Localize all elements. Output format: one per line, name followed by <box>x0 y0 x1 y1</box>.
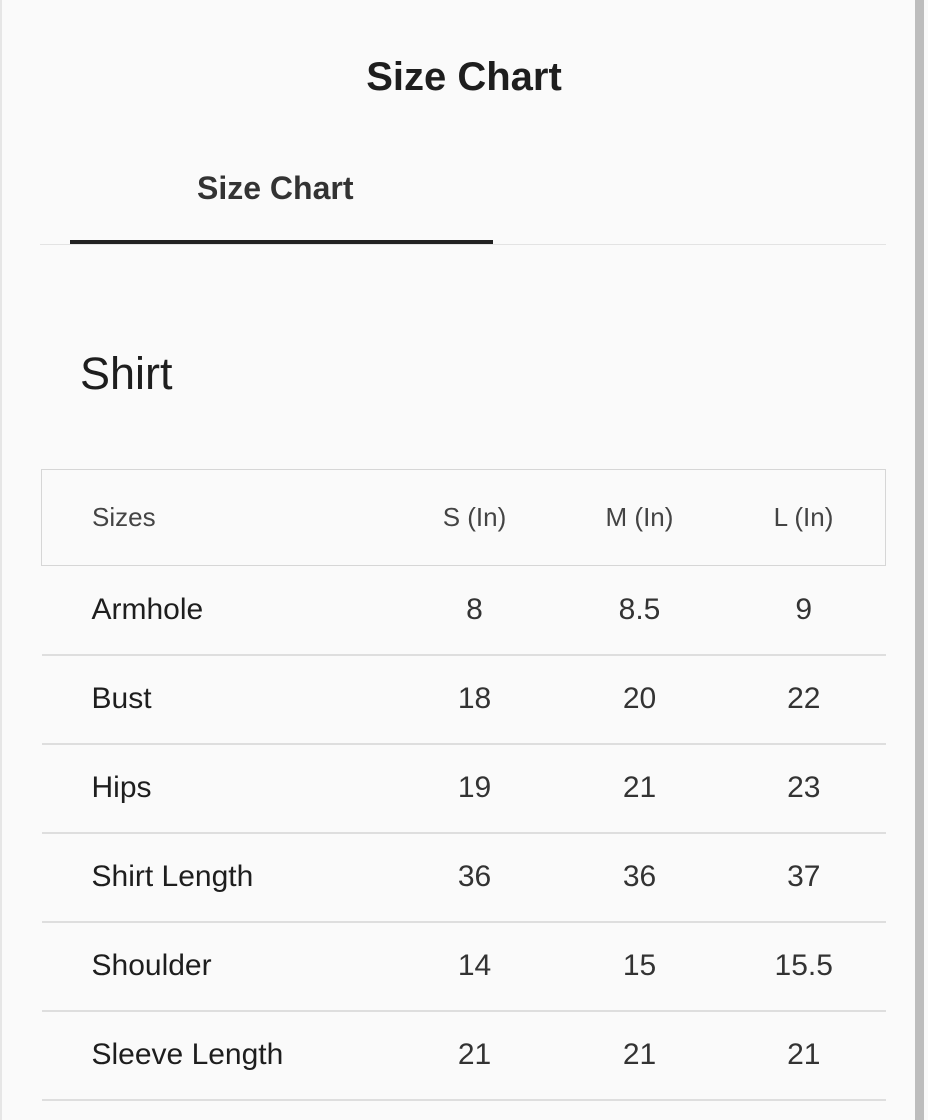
table-header-row: Sizes S (In) M (In) L (In) <box>41 469 886 566</box>
scrollbar[interactable] <box>915 0 924 1120</box>
size-value: 21 <box>557 1010 722 1101</box>
size-value: 37 <box>722 832 886 923</box>
size-value: 21 <box>392 1010 557 1101</box>
table-row: Hips 19 21 23 <box>41 743 886 834</box>
size-value: 36 <box>392 832 557 923</box>
column-header: S (In) <box>392 469 557 566</box>
measurement-label: Shoulder <box>41 921 392 1012</box>
size-value: 20 <box>557 654 722 745</box>
column-header: M (In) <box>557 469 722 566</box>
measurement-label: Shirt Length <box>41 832 392 923</box>
tab-label: Size Chart <box>197 170 354 206</box>
size-value: 14 <box>392 921 557 1012</box>
measurement-label: Bust <box>41 654 392 745</box>
table-row: Shoulder 14 15 15.5 <box>41 921 886 1012</box>
size-value: 15.5 <box>722 921 886 1012</box>
size-value: 22 <box>722 654 886 745</box>
size-value: 9 <box>722 565 886 656</box>
table-row: Armhole 8 8.5 9 <box>41 565 886 656</box>
section-title: Shirt <box>80 348 173 399</box>
size-table: Sizes S (In) M (In) L (In) Armhole 8 8.5 9 B… <box>41 469 886 1101</box>
measurement-label: Hips <box>41 743 392 834</box>
tab-divider <box>40 244 886 245</box>
modal-title: Size Chart <box>366 55 562 99</box>
size-value: 21 <box>722 1010 886 1101</box>
tab-size-chart[interactable]: Size Chart <box>70 160 493 244</box>
size-value: 8 <box>392 565 557 656</box>
size-value: 18 <box>392 654 557 745</box>
table-row: Sleeve Length 21 21 21 <box>41 1010 886 1101</box>
size-value: 19 <box>392 743 557 834</box>
measurement-label: Sleeve Length <box>41 1010 392 1101</box>
measurement-label: Armhole <box>41 565 392 656</box>
size-value: 21 <box>557 743 722 834</box>
column-header: Sizes <box>41 469 392 566</box>
size-value: 23 <box>722 743 886 834</box>
column-header: L (In) <box>722 469 886 566</box>
active-tab-indicator <box>70 240 493 244</box>
size-value: 15 <box>557 921 722 1012</box>
size-value: 8.5 <box>557 565 722 656</box>
modal-left-edge <box>0 0 2 1120</box>
table-row: Bust 18 20 22 <box>41 654 886 745</box>
table-row: Shirt Length 36 36 37 <box>41 832 886 923</box>
size-value: 36 <box>557 832 722 923</box>
